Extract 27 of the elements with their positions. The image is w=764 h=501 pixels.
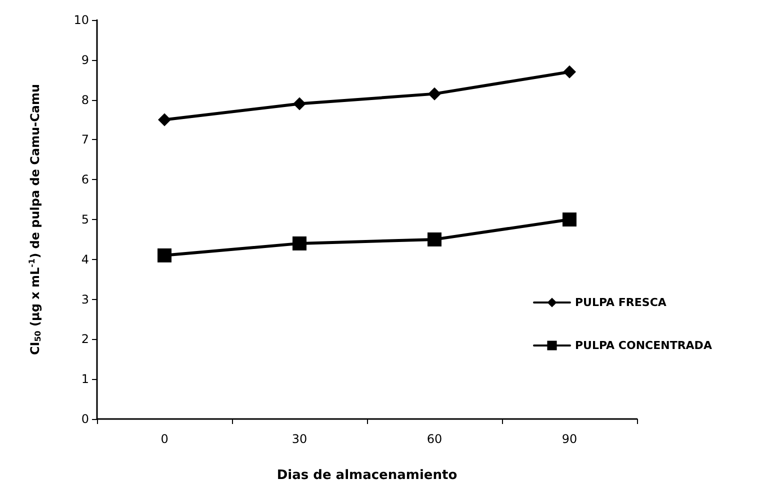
y-tick-label: 2: [81, 332, 89, 346]
point: [428, 232, 442, 246]
x-tick-label: 90: [562, 432, 578, 446]
point: [293, 97, 306, 110]
y-tick-label: 0: [81, 412, 89, 426]
x-tick-label: 0: [160, 432, 168, 446]
y-tick-label: 6: [81, 172, 89, 187]
point: [563, 65, 576, 78]
point: [158, 248, 172, 262]
legend-label: PULPA FRESCA: [575, 296, 667, 309]
y-axis-title: CI50 (µg x mL-1) de pulpa de Camu-Camu: [28, 84, 42, 356]
point: [292, 236, 306, 250]
y-tick-label: 5: [81, 212, 89, 226]
y-tick-label: 7: [81, 132, 89, 147]
y-tick-label: 3: [81, 292, 89, 306]
y-tick-label: 9: [81, 52, 89, 67]
x-tick-label: 30: [292, 432, 308, 446]
legend-label: PULPA CONCENTRADA: [575, 339, 712, 352]
point: [562, 212, 576, 226]
x-tick-label: 60: [426, 432, 442, 446]
point: [158, 113, 171, 126]
point: [428, 87, 441, 100]
y-tick-label: 8: [81, 92, 89, 107]
y-tick-label: 1: [81, 372, 89, 386]
x-axis-title: Dias de almacenamiento: [276, 468, 458, 483]
y-tick-label: 4: [81, 252, 89, 266]
y-tick-label: 10: [74, 13, 89, 27]
